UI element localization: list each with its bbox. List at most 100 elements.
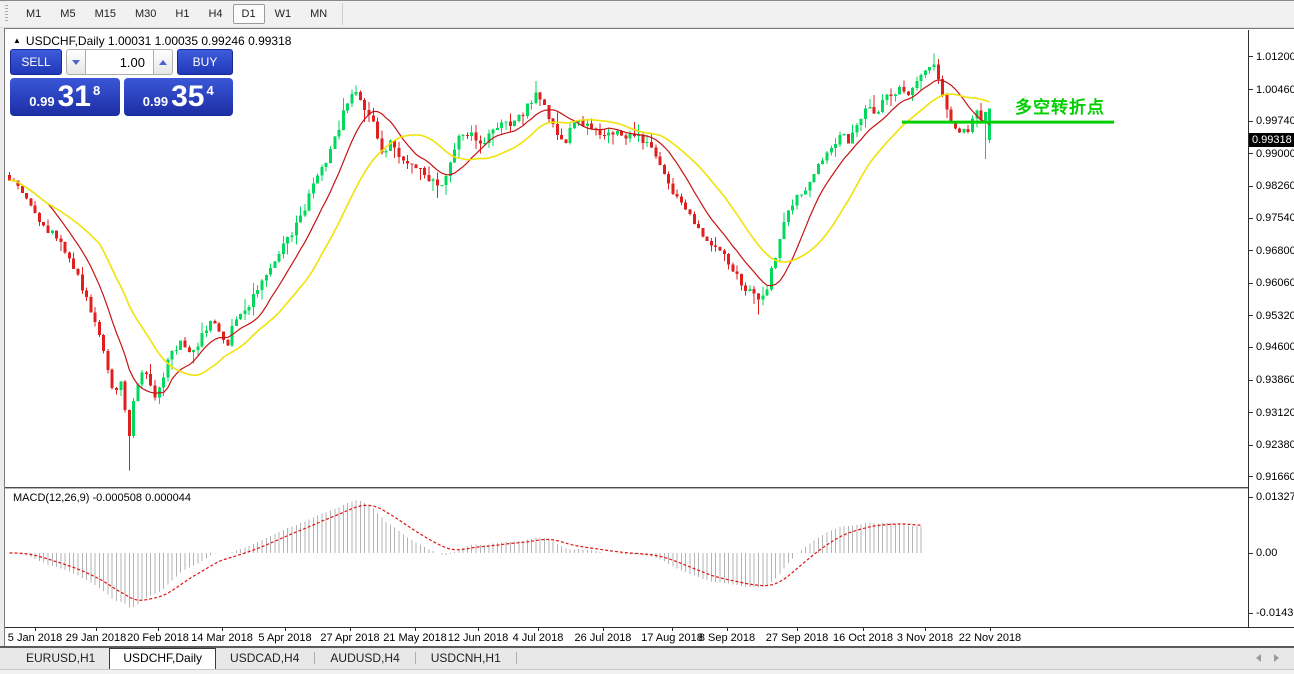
timeframe-toolbar: M1 M5 M15 M30 H1 H4 D1 W1 MN — [0, 0, 1294, 28]
chart-window — [4, 28, 1294, 646]
tab-separator — [414, 652, 416, 664]
chart-tab-usdchf[interactable]: USDCHF,Daily — [109, 648, 217, 669]
macd-axis-label: 0.00 — [1256, 547, 1278, 559]
macd-axis-label: -0.01431 — [1256, 607, 1294, 620]
price-axis-tick — [1249, 89, 1253, 91]
chart-tab-audusd[interactable]: AUDUSD,H4 — [330, 651, 400, 665]
chart-tab-eurusd[interactable]: EURUSD,H1 — [26, 651, 96, 665]
sell-price-point: 8 — [92, 83, 101, 98]
ma-slow-line — [9, 93, 990, 377]
ma-fast-line — [9, 79, 990, 394]
date-axis-label: 27 Sep 2018 — [765, 632, 829, 644]
price-axis-label: 1.01200 — [1256, 50, 1294, 63]
timeframe-button-m5[interactable]: M5 — [60, 8, 76, 20]
timeframe-button-w1[interactable]: W1 — [274, 8, 292, 20]
price-axis-label: 0.96800 — [1256, 244, 1294, 257]
chart-title-text: USDCHF,Daily 1.00031 1.00035 0.99246 0.9… — [25, 34, 292, 48]
macd-indicator-area[interactable] — [8, 489, 1248, 627]
timeframe-button-h1[interactable]: H1 — [175, 8, 190, 20]
price-axis-label: 0.96060 — [1256, 277, 1294, 290]
tab-scroll-right-button[interactable] — [1274, 654, 1279, 662]
status-bar — [0, 669, 1294, 674]
chevron-down-icon — [72, 59, 80, 65]
price-axis-tick — [1249, 282, 1253, 284]
sell-button[interactable]: SELL — [10, 49, 62, 75]
chart-tab-usdcnh[interactable]: USDCNH,H1 — [430, 651, 501, 665]
price-axis-tick — [1249, 412, 1253, 414]
macd-axis-tick — [1249, 552, 1253, 554]
date-axis-tick — [797, 627, 798, 631]
timeframe-button-d1[interactable]: D1 — [232, 4, 265, 24]
timeframe-button-mn[interactable]: MN — [310, 8, 328, 20]
one-click-trading-panel: SELL 1.00 BUY 0.99 31 8 0.99 35 4 — [10, 49, 233, 116]
timeframe-button-h4[interactable]: H4 — [208, 8, 223, 20]
timeframe-button-m15[interactable]: M15 — [94, 8, 116, 20]
date-axis-label: 29 Jan 2018 — [65, 632, 127, 644]
date-axis-label: 4 Jul 2018 — [512, 632, 564, 644]
price-axis-label: 0.93120 — [1256, 406, 1294, 419]
date-axis-label: 8 Sep 2018 — [698, 632, 756, 644]
sell-price-pips: 31 — [57, 80, 91, 113]
date-axis-label: 22 Nov 2018 — [958, 632, 1022, 644]
pane-splitter[interactable] — [5, 487, 1294, 489]
price-axis[interactable]: 1.01200 1.00460 0.99740 0.99000 0.98260 0.975… — [1248, 30, 1294, 627]
price-axis-label: 0.97540 — [1256, 212, 1294, 225]
timeframe-button-m1[interactable]: M1 — [26, 8, 42, 20]
price-axis-label: 0.94600 — [1256, 341, 1294, 354]
price-axis-label: 0.99000 — [1256, 147, 1294, 160]
timeframe-button-m30[interactable]: M30 — [134, 8, 157, 20]
buy-price-point: 4 — [206, 83, 214, 98]
date-axis-tick — [158, 627, 159, 631]
buy-price-pips: 35 — [171, 80, 205, 113]
chart-tab-bar: EURUSD,H1 USDCHF,Daily USDCAD,H4 AUDUSD,H4 U… — [0, 648, 1294, 669]
price-axis-tick — [1249, 153, 1253, 155]
date-axis-tick — [35, 627, 36, 631]
price-axis-label: 0.95320 — [1256, 309, 1294, 322]
date-axis-tick — [538, 627, 539, 631]
tab-separator — [515, 652, 517, 664]
date-axis-tick — [350, 627, 351, 631]
candlestick-chart-canvas[interactable] — [8, 30, 1248, 487]
price-axis-tick — [1249, 379, 1253, 381]
price-axis-tick — [1249, 250, 1253, 252]
buy-button[interactable]: BUY — [177, 49, 233, 75]
price-axis-tick — [1249, 476, 1253, 478]
macd-axis-label: 0.01327 — [1256, 491, 1294, 504]
macd-histogram — [17, 500, 922, 608]
date-axis-tick — [603, 627, 604, 631]
buy-price-box[interactable]: 0.99 35 4 — [123, 78, 233, 116]
price-axis-tick — [1249, 56, 1253, 58]
date-axis-label: 21 May 2018 — [383, 632, 447, 644]
macd-axis-tick — [1249, 612, 1253, 614]
toolbar-separator — [342, 3, 344, 25]
sell-price-box[interactable]: 0.99 31 8 — [10, 78, 120, 116]
date-axis-tick — [478, 627, 479, 631]
date-axis-tick — [990, 627, 991, 631]
volume-decrease-button[interactable] — [66, 49, 86, 75]
macd-signal-line — [9, 504, 922, 601]
chevron-up-icon — [159, 59, 167, 65]
chart-window-bottom-border — [0, 646, 1294, 648]
toolbar-grip-handle[interactable] — [5, 5, 8, 23]
date-axis-label: 5 Jan 2018 — [7, 632, 63, 644]
trendline-annotation-label[interactable]: 多空转折点 — [1015, 98, 1105, 117]
date-axis-label: 26 Jul 2018 — [574, 632, 632, 644]
chart-tab-usdcad[interactable]: USDCAD,H4 — [230, 651, 300, 665]
date-axis[interactable]: 5 Jan 2018 29 Jan 2018 20 Feb 2018 14 Mar 2… — [5, 627, 1294, 646]
one-click-panel-toggle-icon[interactable]: ▲ — [13, 36, 21, 45]
price-axis-label: 1.00460 — [1256, 83, 1294, 96]
price-axis-tick — [1249, 217, 1253, 219]
volume-input[interactable]: 1.00 — [86, 49, 153, 75]
date-axis-label: 20 Feb 2018 — [127, 632, 189, 644]
date-axis-tick — [415, 627, 416, 631]
date-axis-tick — [672, 627, 673, 631]
date-axis-tick — [727, 627, 728, 631]
date-axis-tick — [863, 627, 864, 631]
chart-title: ▲ USDCHF,Daily 1.00031 1.00035 0.99246 0… — [13, 34, 291, 48]
macd-chart-canvas[interactable] — [8, 489, 1248, 627]
volume-increase-button[interactable] — [153, 49, 173, 75]
tab-scroll-left-button[interactable] — [1256, 654, 1261, 662]
price-axis-tick — [1249, 444, 1253, 446]
price-chart-area[interactable] — [8, 30, 1248, 487]
